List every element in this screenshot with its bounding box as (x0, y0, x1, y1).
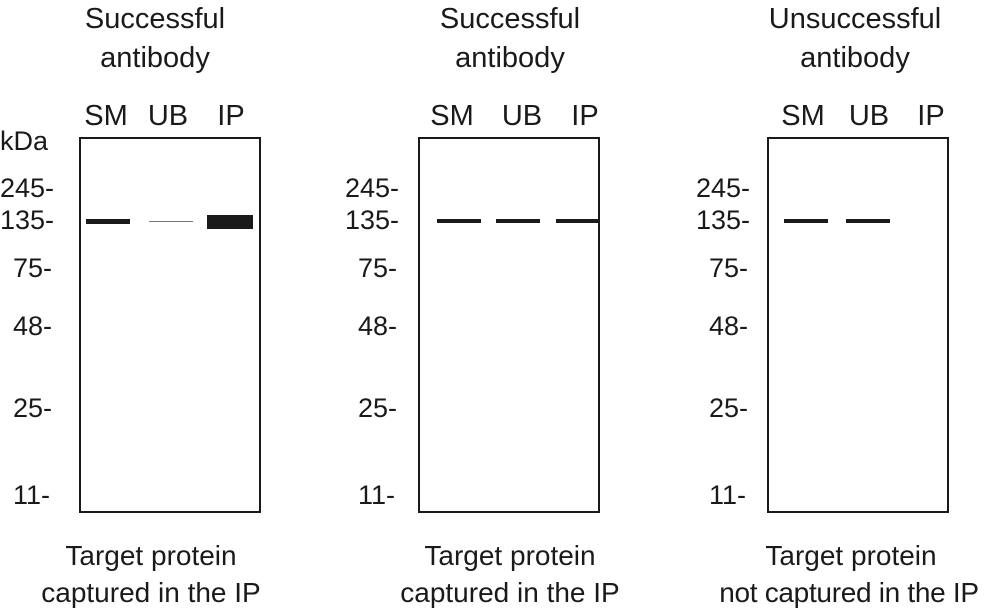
caption-line-2: captured in the IP (400, 577, 620, 608)
band-ub (846, 219, 890, 223)
panel-caption: Target protein captured in the IP (345, 537, 675, 611)
marker-245: 245- (0, 173, 55, 203)
band-sm (784, 219, 828, 223)
marker-11: 11- (13, 480, 51, 510)
caption-line-1: Target protein (765, 540, 937, 571)
caption-line-1: Target protein (65, 540, 237, 571)
band-sm (437, 219, 481, 223)
title-line-1: Unsuccessful (768, 3, 942, 35)
marker-48: 48- (709, 311, 749, 341)
marker-135: 135- (0, 205, 55, 235)
marker-25: 25- (13, 393, 53, 423)
band-ub (149, 221, 193, 222)
marker-135: 135- (696, 205, 751, 235)
band-ub (496, 219, 540, 223)
marker-245: 245- (345, 173, 400, 203)
band-ip (556, 219, 600, 223)
lane-label-ub: UB (147, 100, 189, 132)
title-line-1: Successful (84, 3, 226, 35)
blot-membrane (767, 137, 949, 513)
marker-11: 11- (358, 480, 396, 510)
marker-25: 25- (358, 393, 398, 423)
panel-1: Successful antibody SM UB IP kDa 245- 13… (0, 0, 330, 611)
panel-title: Successful antibody (345, 0, 675, 78)
caption-line-1: Target protein (424, 540, 596, 571)
marker-25: 25- (709, 393, 749, 423)
band-ip (207, 215, 253, 229)
marker-75: 75- (709, 253, 749, 283)
lane-label-ip: IP (571, 100, 599, 132)
marker-11: 11- (709, 480, 747, 510)
title-line-1: Successful (439, 3, 581, 35)
caption-line-2: not captured in the IP (719, 577, 979, 608)
lane-labels: SM UB IP (345, 100, 675, 136)
panel-caption: Target protein not captured in the IP (674, 537, 1004, 611)
lane-label-sm: SM (430, 100, 474, 132)
panel-title: Unsuccessful antibody (674, 0, 1004, 78)
lane-label-ub: UB (848, 100, 890, 132)
kda-unit-label: kDa (0, 126, 49, 156)
lane-label-sm: SM (84, 100, 128, 132)
marker-48: 48- (13, 311, 53, 341)
lane-labels: SM UB IP (0, 100, 330, 136)
title-line-2: antibody (800, 42, 910, 74)
lane-labels: SM UB IP (674, 100, 1004, 136)
lane-label-ub: UB (501, 100, 543, 132)
marker-245: 245- (696, 173, 751, 203)
marker-48: 48- (358, 311, 398, 341)
title-line-2: antibody (100, 42, 210, 74)
lane-label-ip: IP (217, 100, 245, 132)
lane-label-sm: SM (781, 100, 825, 132)
marker-75: 75- (358, 253, 398, 283)
marker-135: 135- (345, 205, 400, 235)
band-sm (86, 219, 130, 224)
panel-3: Unsuccessful antibody SM UB IP 245- 135-… (674, 0, 1004, 611)
panel-2: Successful antibody SM UB IP 245- 135- 7… (345, 0, 675, 611)
title-line-2: antibody (455, 42, 565, 74)
blot-membrane (418, 137, 600, 513)
blot-membrane (79, 137, 261, 513)
marker-75: 75- (13, 253, 53, 283)
caption-line-2: captured in the IP (41, 577, 261, 608)
lane-label-ip: IP (917, 100, 945, 132)
panel-title: Successful antibody (0, 0, 330, 78)
panel-caption: Target protein captured in the IP (0, 537, 330, 611)
